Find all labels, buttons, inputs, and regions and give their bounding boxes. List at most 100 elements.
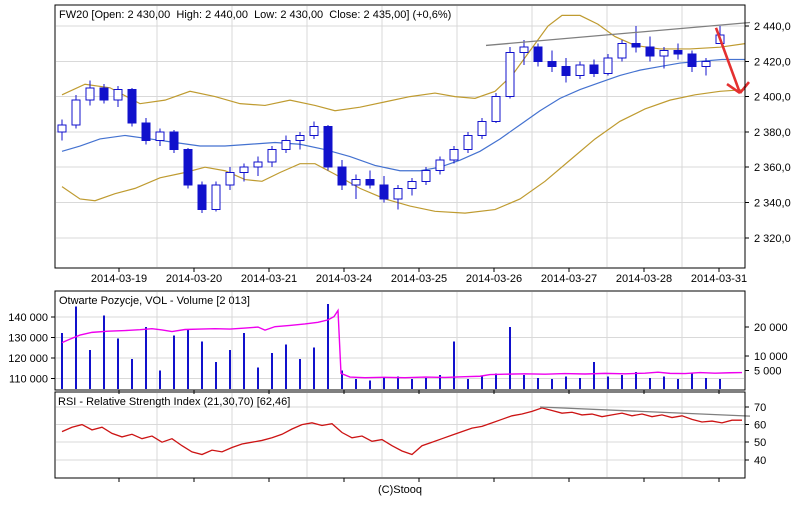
volume-bar — [481, 376, 483, 389]
volume-bar — [425, 377, 427, 389]
volume-bar — [691, 373, 693, 389]
price-axis-label: 2 420,0 — [754, 56, 791, 68]
volume-bar — [117, 338, 119, 389]
volume-bar — [579, 377, 581, 389]
volume-bar — [285, 344, 287, 389]
price-axis-label: 2 320,0 — [754, 233, 791, 245]
candle-down — [673, 50, 683, 55]
candle-down — [197, 184, 207, 211]
volume-bar — [89, 350, 91, 389]
bollinger-lower-band — [61, 88, 746, 214]
volume-bar — [453, 341, 455, 389]
moving-average-line — [61, 58, 745, 172]
volume-bar — [383, 377, 385, 389]
open-positions-line — [61, 308, 743, 379]
date-label: 2014-03-20 — [166, 273, 222, 285]
volume-bar — [537, 377, 539, 389]
candle-up — [463, 134, 473, 151]
volume-bar — [201, 341, 203, 389]
bollinger-upper-band — [61, 14, 746, 112]
date-label: 2014-03-21 — [241, 273, 297, 285]
date-label: 2014-03-25 — [391, 273, 447, 285]
rsi-axis-label: 50 — [754, 437, 766, 449]
candle-up — [505, 51, 515, 98]
candle-up — [57, 124, 67, 133]
candle-up — [113, 89, 123, 101]
candle-up — [295, 134, 305, 142]
candle-down — [183, 149, 193, 186]
sell-signal-arrow — [714, 27, 742, 94]
volume-panel-frame — [54, 290, 746, 391]
volume-bar — [439, 374, 441, 389]
volume-bar — [663, 376, 665, 389]
volume-bar — [341, 370, 343, 389]
candle-down — [141, 122, 151, 142]
candle-up — [85, 87, 95, 101]
volume-bar — [61, 332, 63, 389]
volume-bar — [565, 376, 567, 389]
candle-up — [407, 180, 417, 189]
volume-bar — [593, 361, 595, 389]
open-positions-axis-label: 110 000 — [9, 374, 48, 386]
volume-bar — [397, 376, 399, 389]
candle-up — [449, 149, 459, 161]
volume-bar — [271, 353, 273, 389]
price-axis-label: 2 340,0 — [754, 198, 791, 210]
candle-up — [267, 149, 277, 163]
candle-up — [309, 126, 319, 136]
candle-up — [701, 60, 711, 68]
rsi-axis-label: 70 — [754, 402, 766, 414]
candle-down — [533, 46, 543, 62]
volume-bar — [467, 379, 469, 389]
candle-down — [645, 46, 655, 57]
candle-up — [421, 170, 431, 182]
volume-bar — [159, 370, 161, 389]
rsi-trendline — [539, 406, 751, 417]
candle-down — [687, 53, 697, 68]
volume-axis-label: 10 000 — [754, 351, 788, 363]
candle-up — [435, 159, 445, 172]
volume-bar — [257, 367, 259, 389]
volume-bar — [677, 379, 679, 389]
price-axis-label: 2 360,0 — [754, 162, 791, 174]
volume-bar — [719, 379, 721, 389]
chart-render-layer: 2 440,0 2 420,0 2 400,0 2 380,0 2 360,0 2 340… — [8, 4, 791, 482]
price-axis-label: 2 380,0 — [754, 127, 791, 139]
volume-axis-label: 5 000 — [754, 366, 782, 378]
candle-up — [351, 179, 361, 186]
candle-up — [253, 161, 263, 168]
volume-bar — [411, 379, 413, 389]
main-chart-title: FW20 [Open: 2 430,00 High: 2 440,00 Low:… — [59, 9, 451, 21]
volume-bar — [145, 327, 147, 389]
volume-bar — [523, 374, 525, 389]
volume-bar — [173, 335, 175, 389]
candle-up — [477, 120, 487, 136]
volume-bar — [187, 329, 189, 389]
candle-up — [281, 140, 291, 151]
candle-up — [71, 99, 81, 126]
copyright-label: (C)Stooq — [378, 484, 422, 496]
candle-up — [239, 166, 249, 173]
rsi-axis-label: 60 — [754, 420, 766, 432]
volume-bar — [635, 371, 637, 389]
volume-axis-label: 20 000 — [754, 322, 788, 334]
volume-bar — [495, 373, 497, 389]
candle-down — [323, 126, 333, 168]
candle-down — [127, 89, 137, 124]
volume-bar — [243, 332, 245, 389]
candle-up — [155, 131, 165, 142]
open-positions-axis-label: 140 000 — [8, 312, 48, 324]
candle-down — [169, 131, 179, 151]
volume-bar — [75, 306, 77, 389]
candle-up — [519, 46, 529, 53]
candle-up — [575, 64, 585, 76]
candle-up — [491, 96, 501, 122]
rsi-line — [61, 407, 742, 456]
date-label: 2014-03-24 — [316, 273, 372, 285]
date-label: 2014-03-19 — [91, 273, 147, 285]
candle-down — [589, 64, 599, 75]
rsi-panel-frame — [54, 391, 746, 479]
date-label: 2014-03-31 — [691, 273, 747, 285]
candle-up — [211, 184, 221, 211]
